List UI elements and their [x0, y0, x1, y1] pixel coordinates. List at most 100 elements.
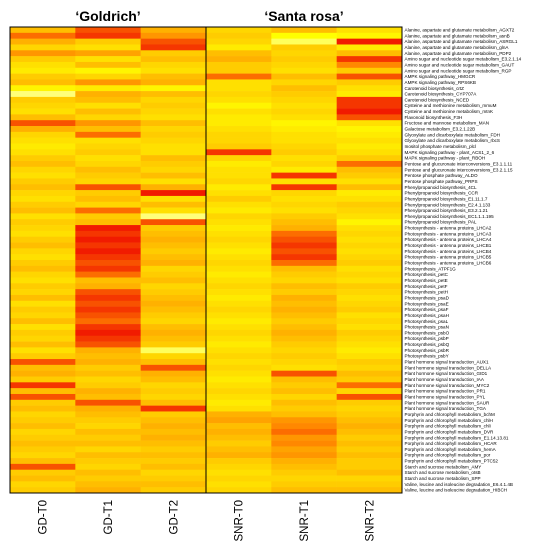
row-label: Plant hormone signal transduction_PYL: [405, 394, 486, 399]
heatmap-cell: [336, 452, 403, 459]
heatmap-cell: [10, 423, 76, 430]
heatmap-cell: [75, 469, 141, 476]
heatmap-cell: [75, 184, 141, 191]
heatmap-cell: [271, 242, 337, 249]
heatmap-cell: [336, 469, 403, 476]
heatmap-cell: [271, 423, 337, 430]
heatmap-cell: [271, 312, 337, 319]
heatmap-cell: [271, 67, 337, 74]
row-label: Porphyrin and chlorophyll metabolism_HCA…: [405, 441, 498, 446]
row-label: Photosynthesis - antenna proteins_LHCB6: [405, 261, 492, 266]
heatmap-cell: [75, 405, 141, 412]
heatmap-cell: [75, 306, 141, 313]
heatmap-cell: [271, 219, 337, 226]
heatmap-cell: [140, 108, 207, 115]
heatmap-cell: [75, 207, 141, 214]
row-label: Cysteine and methionine metabolism_mmuM: [405, 103, 497, 108]
row-label: Carotenoid biosynthesis_crtZ: [405, 86, 465, 91]
heatmap-cell: [10, 289, 76, 296]
column-label: GD-T0: [38, 500, 50, 535]
row-label: Photosynthesis_petF: [405, 284, 448, 289]
heatmap-cell: [271, 364, 337, 371]
heatmap-cell: [140, 67, 207, 74]
heatmap-cell: [140, 417, 207, 424]
heatmap-cell: [140, 324, 207, 331]
heatmap-cell: [75, 260, 141, 267]
row-label: Photosynthesis_psaN: [405, 325, 449, 330]
row-label: Phenylpropanoid biosynthesis_PAL: [405, 220, 477, 225]
heatmap-cell: [10, 364, 76, 371]
heatmap-cell: [206, 143, 272, 150]
row-label: Porphyrin and chlorophyll metabolism_hem…: [405, 447, 497, 452]
heatmap-cell: [206, 131, 272, 138]
row-label: Phenylpropanoid biosynthesis_E3.2.1.21: [405, 208, 489, 213]
row-label: Porphyrin and chlorophyll metabolism_E1.…: [405, 435, 509, 440]
heatmap-cell: [271, 201, 337, 208]
heatmap-cell: [10, 353, 76, 360]
row-label: AMPK signaling pathway_RPS6KB: [405, 80, 477, 85]
heatmap-cell: [10, 428, 76, 436]
heatmap-cell: [10, 50, 76, 57]
heatmap-cell: [140, 79, 207, 86]
heatmap-cell: [75, 359, 141, 366]
heatmap-cell: [271, 32, 337, 39]
row-label: Amino sugar and nucleotide sugar metabol…: [405, 62, 515, 67]
row-label: Plant hormone signal transduction_PR1: [405, 389, 486, 394]
heatmap-cell: [206, 44, 272, 51]
heatmap-cell: [10, 248, 76, 255]
heatmap-cell: [10, 102, 76, 109]
heatmap-cell: [140, 359, 207, 366]
heatmap-cell: [206, 137, 272, 144]
row-label: Plant hormone signal transduction_MYC2: [405, 383, 490, 388]
heatmap-cell: [271, 265, 337, 272]
heatmap-cell: [206, 254, 272, 261]
heatmap-cell: [206, 236, 272, 243]
row-label: Pentose and glucuronate interconversions…: [405, 167, 513, 172]
heatmap-cell: [206, 283, 272, 290]
column-labels: GD-T0 GD-T1 GD-T2 SNR-T0 SNR-T1 SNR-T2: [38, 500, 377, 542]
heatmap-cell: [336, 376, 403, 383]
heatmap-cell: [271, 149, 337, 156]
heatmap-cell: [75, 428, 141, 436]
row-label: Cysteine and methionine metabolism_mtnK: [405, 109, 495, 114]
heatmap-cell: [140, 411, 207, 418]
heatmap-cell: [10, 347, 76, 354]
heatmap-cell: [75, 44, 141, 51]
heatmap-cell: [10, 44, 76, 51]
heatmap-cell: [336, 50, 403, 57]
heatmap-cell: [206, 440, 272, 447]
row-label: Pentose and glucuronate interconversions…: [405, 161, 513, 166]
heatmap-cell: [10, 56, 76, 63]
heatmap-cell: [206, 370, 272, 377]
heatmap-cell: [336, 405, 403, 412]
heatmap-cell: [206, 184, 272, 191]
heatmap-cell: [140, 393, 207, 401]
heatmap-cell: [75, 458, 141, 465]
heatmap-cell: [140, 347, 207, 354]
row-label: Plant hormone signal transduction_GID1: [405, 371, 488, 376]
heatmap-cell: [75, 219, 141, 226]
heatmap-cell: [10, 184, 76, 191]
heatmap-cell: [75, 265, 141, 272]
heatmap-cell: [140, 219, 207, 226]
heatmap-cell: [271, 248, 337, 255]
heatmap-cell: [10, 399, 76, 406]
heatmap-cell: [75, 254, 141, 261]
heatmap-cell: [336, 114, 403, 121]
heatmap-cell: [271, 300, 337, 307]
heatmap-cell: [140, 329, 207, 337]
heatmap-cell: [206, 85, 272, 92]
heatmap-cell: [271, 382, 337, 389]
heatmap-cell: [10, 481, 76, 488]
heatmap-cell: [336, 393, 403, 401]
row-label: Carotenoid biosynthesis_NCED: [405, 97, 470, 102]
row-label: Photosynthesis_psbP: [405, 336, 449, 341]
heatmap-cell: [336, 184, 403, 191]
heatmap-cell: [140, 283, 207, 290]
row-label: Glyoxylate and dicarboxylate metabolism_…: [405, 138, 501, 143]
heatmap-cell: [271, 207, 337, 214]
heatmap-cell: [206, 27, 272, 34]
heatmap-cell: [271, 260, 337, 267]
heatmap-cell: [336, 300, 403, 307]
heatmap-cell: [140, 225, 207, 232]
